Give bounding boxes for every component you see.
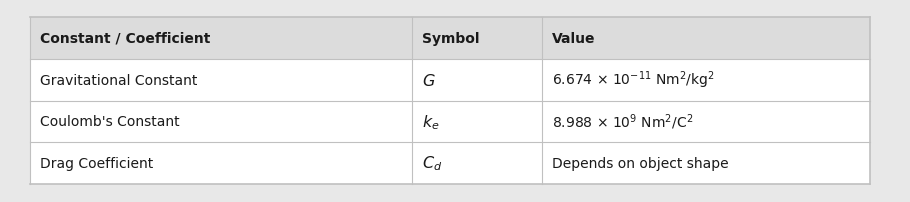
Bar xyxy=(30,143,870,184)
Text: $C_d$: $C_d$ xyxy=(422,154,442,173)
Text: Drag Coefficient: Drag Coefficient xyxy=(40,156,153,170)
Text: Gravitational Constant: Gravitational Constant xyxy=(40,73,197,87)
Text: Symbol: Symbol xyxy=(422,32,480,46)
Bar xyxy=(30,18,870,59)
Bar xyxy=(30,59,870,101)
Text: Depends on object shape: Depends on object shape xyxy=(552,156,729,170)
Text: 6.674 × 10$^{-11}$ Nm$^{2}$/kg$^{2}$: 6.674 × 10$^{-11}$ Nm$^{2}$/kg$^{2}$ xyxy=(552,69,715,91)
Bar xyxy=(30,18,870,184)
Text: Constant / Coefficient: Constant / Coefficient xyxy=(40,32,210,46)
Text: Value: Value xyxy=(552,32,596,46)
Text: Coulomb's Constant: Coulomb's Constant xyxy=(40,115,179,129)
Text: $G$: $G$ xyxy=(422,72,436,88)
Text: 8.988 × 10$^{9}$ Nm$^{2}$/C$^{2}$: 8.988 × 10$^{9}$ Nm$^{2}$/C$^{2}$ xyxy=(552,112,693,132)
Text: $k_e$: $k_e$ xyxy=(422,113,440,131)
Bar xyxy=(30,101,870,143)
